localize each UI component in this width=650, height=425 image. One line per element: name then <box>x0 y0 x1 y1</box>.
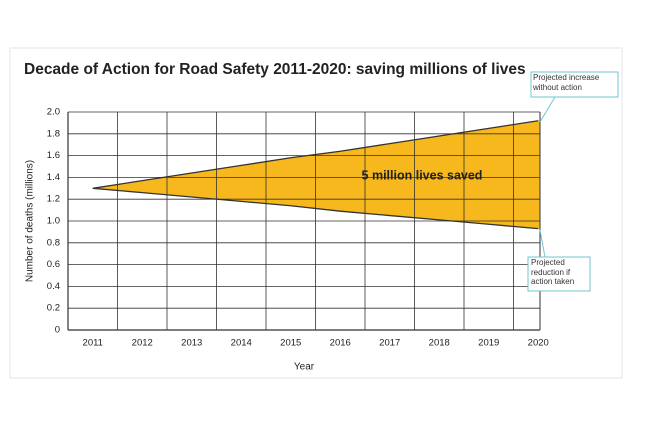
x-tick-label: 2019 <box>478 338 499 349</box>
plot-area: 0 0.2 0.4 0.6 0.8 1.0 1.2 1.4 1.6 1.8 2.0 2011 2012 2… <box>47 107 549 349</box>
x-tick-label: 2020 <box>528 338 549 349</box>
callout: Projected reduction if action taken <box>531 258 575 286</box>
x-tick-label: 2017 <box>379 338 400 349</box>
legend-entry: Projected reduction if action taken <box>531 258 575 286</box>
callout: Projected increase without action <box>533 73 600 92</box>
y-tick-label: 0.4 <box>47 281 60 292</box>
annotation: 5 million lives saved <box>362 168 483 182</box>
x-tick-label: 2012 <box>132 338 153 349</box>
x-tick-label: 2015 <box>280 338 301 349</box>
y-tick-label: 2.0 <box>47 107 60 118</box>
y-axis-label: Number of deaths (millions) <box>25 160 36 282</box>
y-tick-label: 1.4 <box>47 172 60 183</box>
callout-pointer <box>539 229 546 258</box>
y-tick-label: 0.6 <box>47 259 60 270</box>
y-tick-label: 1.2 <box>47 194 60 205</box>
x-tick-label: 2011 <box>83 338 103 349</box>
chart-title: Decade of Action for Road Safety 2011-20… <box>24 61 526 78</box>
callout-box <box>530 71 619 98</box>
line <box>92 187 539 230</box>
y-tick-label: 1.8 <box>47 128 60 139</box>
y-tick-label: 1.0 <box>47 216 60 227</box>
y-tick-label: 0.8 <box>47 237 60 248</box>
line <box>92 120 539 189</box>
legend-entry: Projected increase without action <box>533 73 600 92</box>
callout-box <box>527 256 591 292</box>
y-tick-label: 0.2 <box>47 303 60 314</box>
saved-area <box>92 120 540 229</box>
x-axis-label: Year <box>294 362 315 373</box>
x-tick-label: 2014 <box>231 338 252 349</box>
x-tick-label: 2016 <box>330 338 351 349</box>
y-tick-label: 0 <box>55 325 60 336</box>
x-tick-label: 2018 <box>429 338 450 349</box>
callout-pointer <box>539 96 556 123</box>
x-tick-label: 2013 <box>181 338 202 349</box>
y-tick-label: 1.6 <box>47 150 60 161</box>
